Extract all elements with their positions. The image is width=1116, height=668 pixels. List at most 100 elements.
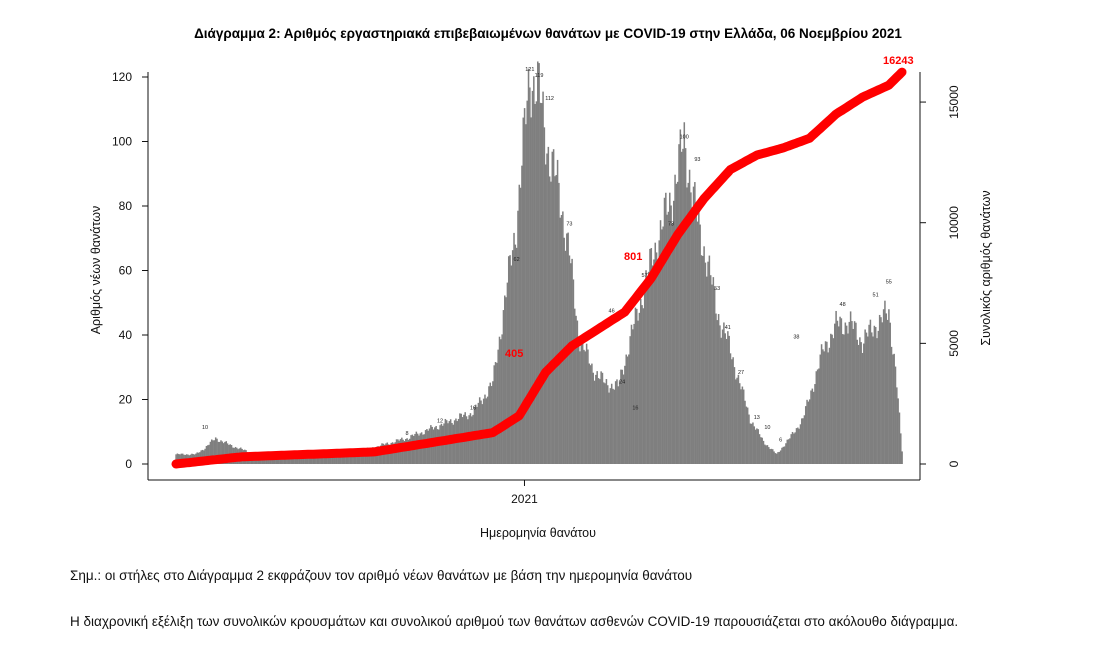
bar bbox=[591, 363, 593, 464]
bar bbox=[642, 308, 645, 464]
bar bbox=[892, 354, 894, 464]
bar bbox=[609, 388, 612, 464]
bar bbox=[721, 329, 724, 464]
bar bbox=[589, 365, 592, 464]
bar bbox=[841, 334, 844, 464]
y2-axis-ticks: 0 5000 10000 15000 bbox=[920, 85, 961, 467]
bar bbox=[467, 419, 469, 464]
bar bbox=[715, 313, 717, 464]
bar bbox=[669, 192, 671, 464]
bar bbox=[671, 223, 674, 464]
bar bbox=[679, 129, 682, 464]
bar bbox=[436, 429, 439, 464]
bar bbox=[830, 333, 832, 464]
bar bbox=[662, 226, 664, 464]
bar bbox=[732, 357, 734, 464]
bar bbox=[709, 275, 712, 464]
bar bbox=[843, 334, 845, 464]
bar-value-label: 16 bbox=[470, 405, 476, 411]
bar bbox=[603, 382, 605, 464]
bar bbox=[865, 332, 868, 464]
bar bbox=[216, 438, 218, 464]
bar bbox=[867, 336, 869, 464]
y-axis-ticks: 0 20 40 60 80 100 120 bbox=[112, 70, 148, 471]
bar bbox=[847, 333, 849, 464]
bar bbox=[882, 309, 885, 464]
x-axis-title: Ημερομηνία θανάτου bbox=[480, 526, 596, 540]
bar bbox=[630, 324, 633, 464]
bar bbox=[625, 354, 627, 464]
bar bbox=[804, 406, 807, 464]
bar bbox=[835, 310, 837, 464]
bar bbox=[665, 192, 667, 464]
bar-value-label: 38 bbox=[793, 334, 799, 340]
bar bbox=[720, 337, 723, 464]
bar bbox=[535, 101, 538, 464]
bar bbox=[723, 322, 725, 464]
bar bbox=[547, 146, 550, 464]
bar-value-label: 55 bbox=[886, 280, 892, 286]
bar bbox=[544, 164, 547, 464]
bar bbox=[731, 359, 733, 464]
bar bbox=[712, 277, 715, 464]
bar bbox=[407, 439, 410, 464]
y-tick-label: 80 bbox=[119, 199, 133, 213]
y2-tick-label: 0 bbox=[947, 460, 961, 467]
bar bbox=[605, 379, 608, 464]
bar bbox=[870, 332, 873, 464]
bar bbox=[728, 335, 730, 464]
bar bbox=[587, 349, 589, 464]
bar bbox=[828, 347, 831, 464]
bar bbox=[746, 407, 749, 464]
x-tick-label: 2021 bbox=[511, 492, 538, 506]
bar bbox=[550, 181, 552, 464]
bar bbox=[779, 450, 782, 464]
bar bbox=[624, 365, 626, 464]
bar bbox=[771, 449, 774, 464]
bar bbox=[670, 205, 672, 465]
bar bbox=[340, 453, 342, 464]
bar-value-label: 119 bbox=[535, 73, 544, 79]
bar bbox=[633, 323, 635, 464]
bar bbox=[308, 453, 311, 464]
bar bbox=[655, 252, 658, 464]
bar bbox=[703, 246, 705, 464]
bar bbox=[350, 451, 353, 464]
bar bbox=[621, 369, 624, 464]
bar bbox=[581, 339, 584, 464]
bar bbox=[768, 447, 770, 464]
bar bbox=[393, 443, 395, 464]
bar bbox=[849, 311, 852, 464]
bar bbox=[335, 452, 337, 464]
bar bbox=[684, 148, 687, 464]
y2-tick-label: 5000 bbox=[947, 330, 961, 357]
bar bbox=[517, 210, 519, 464]
bar bbox=[839, 316, 841, 464]
bar bbox=[176, 453, 179, 464]
bar bbox=[302, 454, 304, 464]
bar bbox=[885, 313, 888, 464]
bar bbox=[650, 248, 653, 464]
bar bbox=[346, 451, 349, 464]
bar bbox=[724, 333, 726, 464]
bar bbox=[690, 192, 692, 464]
bar bbox=[764, 444, 766, 464]
bar bbox=[618, 380, 621, 464]
bar bbox=[641, 305, 643, 464]
bar bbox=[834, 323, 836, 464]
bar bbox=[559, 217, 561, 464]
annotation-total-16243: 16243 bbox=[883, 55, 914, 67]
bar-value-label: 6 bbox=[779, 438, 782, 444]
bar bbox=[705, 276, 708, 464]
bar bbox=[803, 415, 806, 464]
bar bbox=[387, 444, 390, 464]
bar bbox=[226, 443, 229, 464]
bar bbox=[357, 451, 360, 464]
bar bbox=[221, 441, 224, 464]
bar bbox=[580, 342, 583, 464]
bar bbox=[837, 326, 840, 464]
bar-value-label: 16 bbox=[632, 405, 638, 411]
bar bbox=[489, 382, 492, 464]
bar-value-label: 121 bbox=[525, 67, 534, 73]
bar bbox=[661, 229, 663, 464]
